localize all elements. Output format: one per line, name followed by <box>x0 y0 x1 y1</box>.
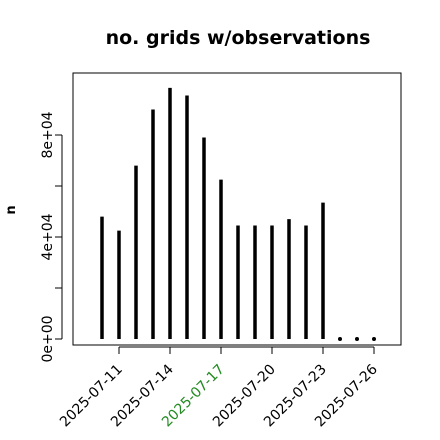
bars <box>100 87 376 341</box>
bar-zero-point <box>372 337 376 341</box>
y-tick-label: 4e+04 <box>40 213 56 260</box>
bar-zero-point <box>355 337 359 341</box>
y-tick-label: 8e+04 <box>40 111 56 158</box>
x-axis: 2025-07-112025-07-142025-07-172025-07-20… <box>57 346 381 430</box>
plot-area-frame <box>72 72 402 346</box>
y-axis: 0e+00 4e+04 8e+04 <box>40 111 63 363</box>
chart-title: no. grids w/observations <box>106 27 371 49</box>
y-tick-label: 0e+00 <box>40 315 56 362</box>
bar-zero-point <box>338 337 342 341</box>
y-axis-label: n <box>4 205 19 214</box>
